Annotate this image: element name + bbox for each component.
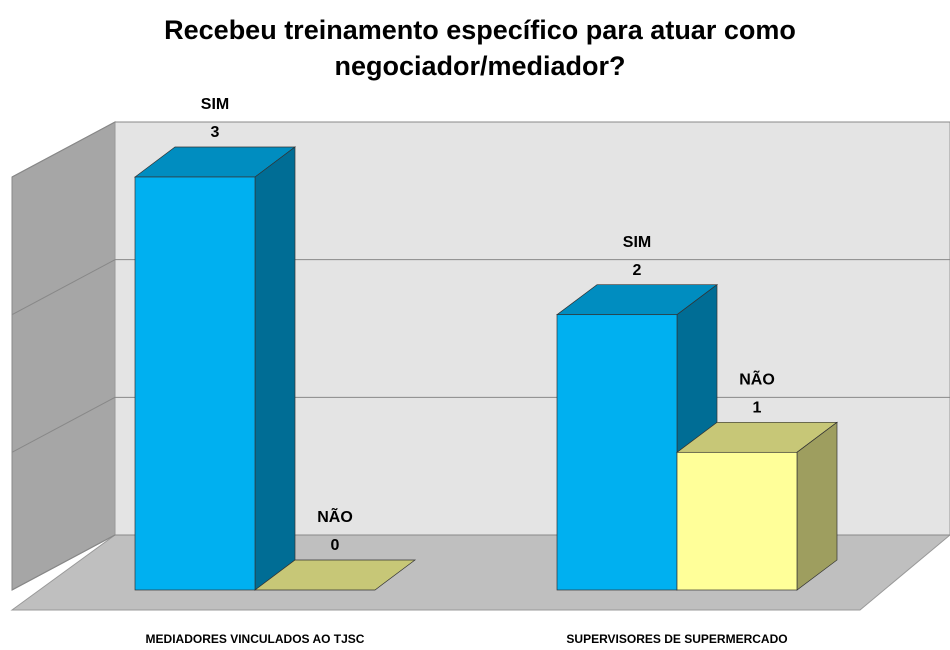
grid-line [11,121,116,178]
bar [676,451,798,591]
grid-line [11,534,116,591]
data-label-name: NÃO [317,506,353,526]
data-label: 3 [211,124,220,141]
data-label-name: SIM [201,96,229,113]
grid-line [11,396,116,453]
data-label: 2 [633,262,642,279]
data-label: 1 [753,400,762,417]
bar-side [796,421,838,591]
data-label-name: SIM [623,234,651,251]
grid-line [11,259,116,316]
data-label: 0 [331,537,340,554]
x-tick-label: MEDIADORES VINCULADOS AO TJSC [146,632,365,646]
bar [134,176,256,591]
bar-side [254,146,296,591]
bar-top [253,559,417,591]
data-label-name: NÃO [739,369,775,389]
chart-title: Recebeu treinamento específico para atua… [164,15,796,81]
side-wall [11,121,116,591]
bar [556,314,678,591]
x-tick-label: SUPERVISORES DE SUPERMERCADO [566,632,787,646]
